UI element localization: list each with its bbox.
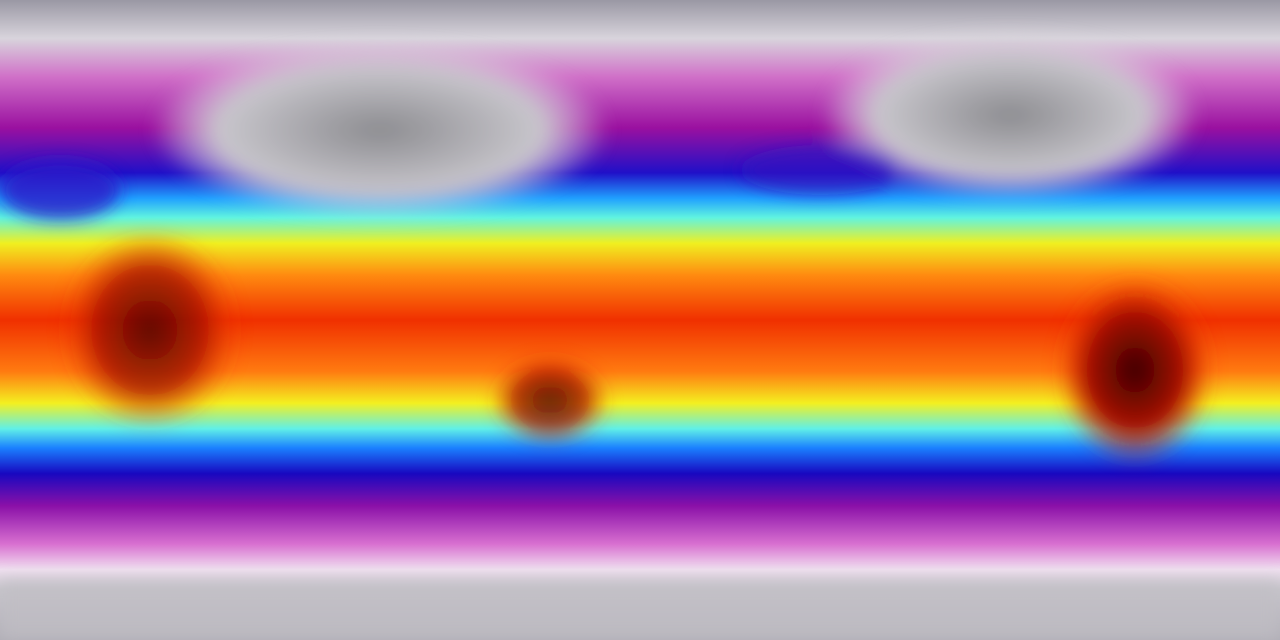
eurasia-landmass	[150, 40, 610, 220]
africa-landmass	[60, 230, 240, 430]
europe-cold-region	[0, 160, 120, 220]
north-america-landmass	[820, 30, 1200, 200]
antarctica-landmass	[0, 580, 1280, 640]
australia-landmass	[490, 355, 610, 445]
south-america-landmass	[1055, 275, 1215, 465]
north-pacific-cold-region	[740, 145, 900, 195]
